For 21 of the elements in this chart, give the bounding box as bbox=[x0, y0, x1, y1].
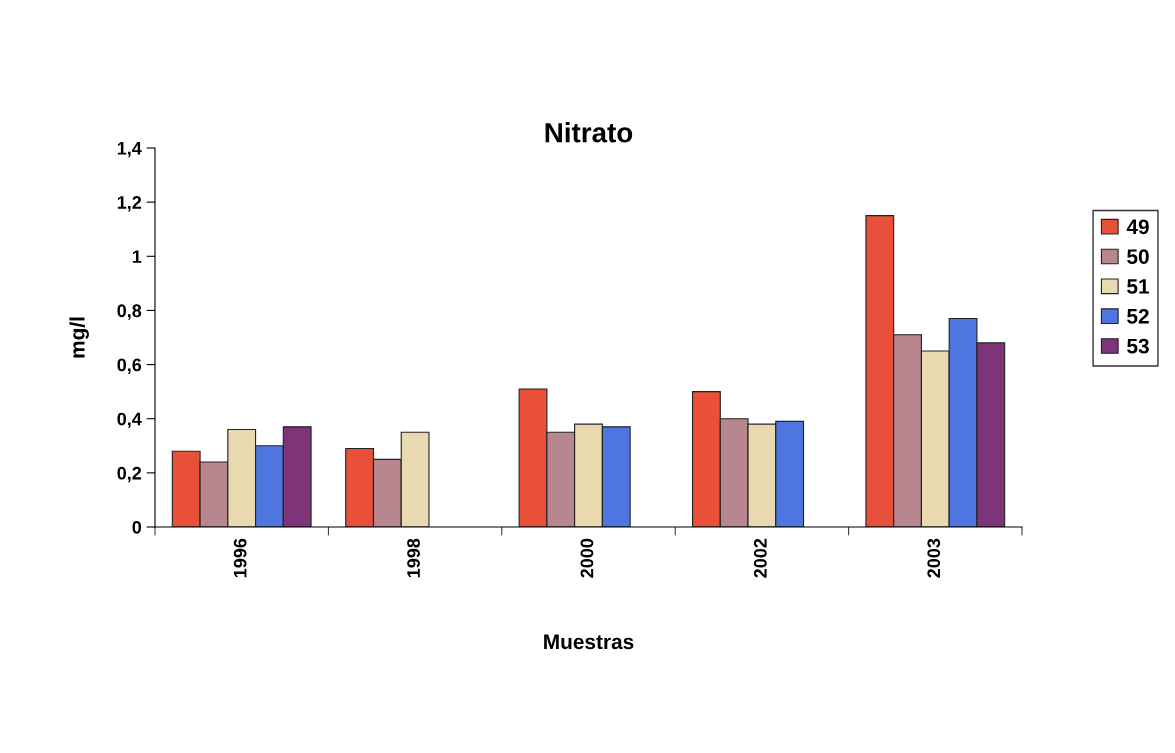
y-axis-title: mg/l bbox=[69, 317, 89, 358]
legend-label: 50 bbox=[1127, 249, 1149, 264]
y-tick-label: 1,2 bbox=[117, 196, 142, 212]
legend-label: 53 bbox=[1127, 338, 1149, 354]
y-tick-label: 0,4 bbox=[117, 412, 142, 429]
x-tick-label: 1996 bbox=[233, 538, 247, 578]
x-tick-label: 2000 bbox=[580, 538, 594, 578]
x-axis-title: Muestras bbox=[544, 634, 634, 650]
x-tick-label: 1998 bbox=[407, 538, 420, 578]
legend-label: 49 bbox=[1126, 219, 1149, 235]
y-tick-label: 1,4 bbox=[117, 142, 142, 158]
y-tick-label: 0,2 bbox=[117, 466, 142, 483]
x-tick-label: 2003 bbox=[927, 538, 941, 578]
legend-label: 52 bbox=[1127, 308, 1149, 324]
y-tick-label: 0,8 bbox=[117, 304, 142, 320]
chart-title: Nitrato bbox=[545, 122, 633, 143]
x-tick-label: 2002 bbox=[753, 538, 767, 578]
legend-label: 51 bbox=[1127, 279, 1150, 294]
y-tick-label: 1 bbox=[132, 250, 142, 263]
y-tick-label: 0 bbox=[132, 520, 142, 534]
y-tick-label: 0,6 bbox=[117, 358, 142, 374]
